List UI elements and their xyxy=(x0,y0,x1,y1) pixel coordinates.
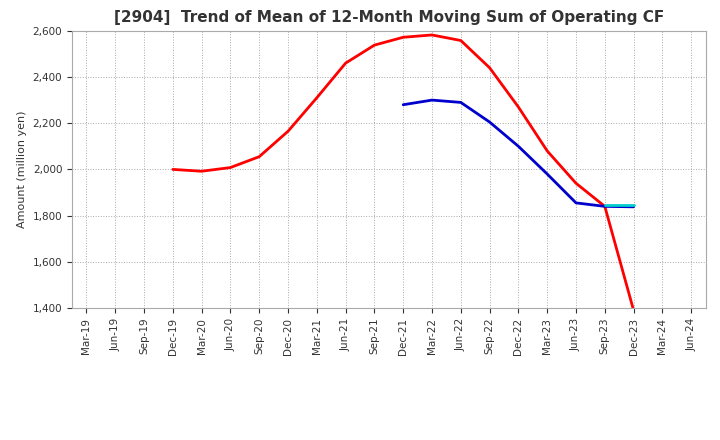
Y-axis label: Amount (million yen): Amount (million yen) xyxy=(17,110,27,228)
Title: [2904]  Trend of Mean of 12-Month Moving Sum of Operating CF: [2904] Trend of Mean of 12-Month Moving … xyxy=(114,11,664,26)
